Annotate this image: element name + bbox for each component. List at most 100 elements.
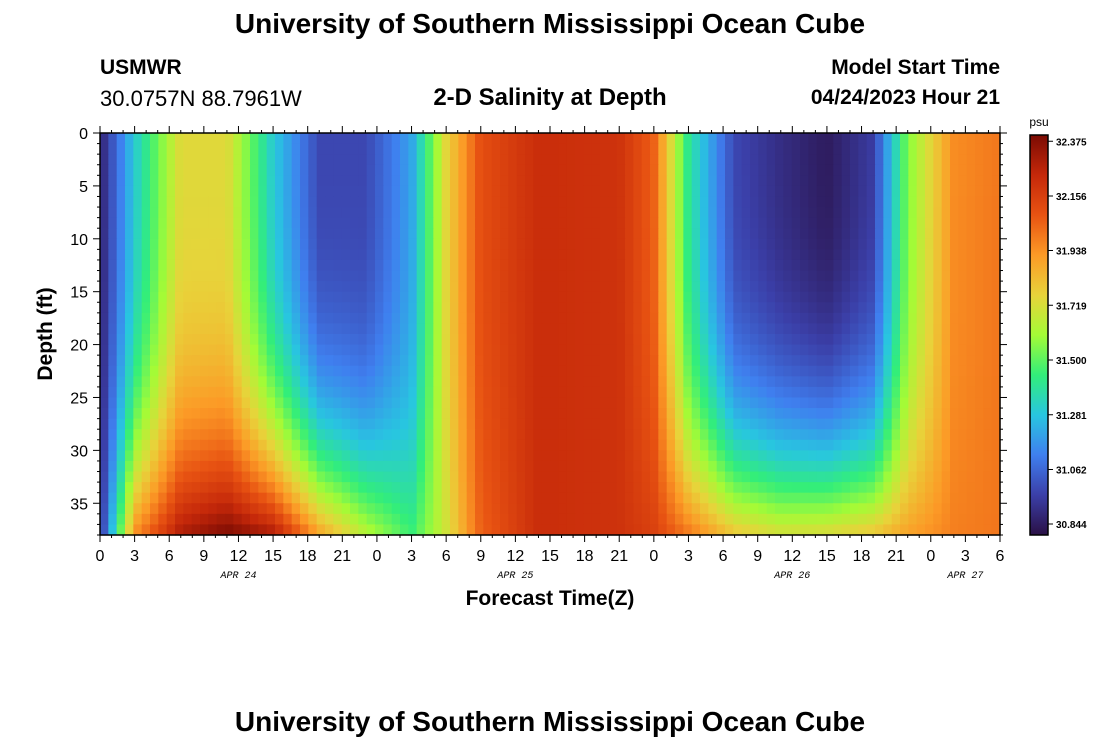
heatmap-cell — [241, 175, 251, 187]
heatmap-cell — [416, 450, 426, 462]
heatmap-cell — [491, 386, 501, 399]
heatmap-cell — [908, 217, 918, 229]
heatmap-cell — [716, 323, 726, 335]
heatmap-cell — [325, 429, 334, 441]
heatmap-cell — [916, 334, 926, 346]
heatmap-cell — [775, 492, 784, 504]
heatmap-cell — [766, 492, 776, 504]
heatmap-cell — [975, 302, 984, 314]
heatmap-cell — [250, 143, 259, 155]
heatmap-cell — [116, 344, 126, 356]
heatmap-cell — [550, 450, 559, 462]
heatmap-cell — [741, 397, 751, 409]
heatmap-cell — [366, 302, 376, 314]
heatmap-cell — [550, 164, 559, 176]
heatmap-cell — [400, 185, 409, 198]
heatmap-cell — [858, 217, 868, 229]
heatmap-cell — [825, 460, 834, 473]
heatmap-cell — [675, 439, 684, 451]
heatmap-cell — [591, 164, 601, 176]
heatmap-cell — [816, 471, 826, 483]
heatmap-cell — [550, 249, 559, 261]
heatmap-cell — [450, 397, 459, 409]
heatmap-cell — [591, 450, 601, 462]
heatmap-cell — [925, 291, 934, 303]
heatmap-cell — [558, 492, 568, 504]
heatmap-cell — [525, 207, 534, 219]
heatmap-cell — [600, 259, 609, 272]
heatmap-cell — [200, 281, 209, 293]
heatmap-cell — [708, 249, 718, 261]
heatmap-cell — [183, 217, 193, 229]
heatmap-cell — [375, 228, 384, 240]
heatmap-cell — [133, 323, 143, 335]
heatmap-cell — [125, 175, 134, 187]
heatmap-cell — [641, 185, 651, 198]
heatmap-cell — [450, 460, 459, 473]
heatmap-cell — [191, 281, 201, 293]
heatmap-cell — [925, 386, 934, 399]
heatmap-cell — [925, 376, 934, 388]
heatmap-cell — [208, 471, 218, 483]
heatmap-cell — [716, 207, 726, 219]
heatmap-cell — [991, 460, 1001, 473]
heatmap-cell — [725, 143, 734, 155]
heatmap-cell — [816, 344, 826, 356]
heatmap-cell — [675, 429, 684, 441]
heatmap-cell — [666, 439, 676, 451]
heatmap-cell — [116, 376, 126, 388]
heatmap-cell — [483, 334, 493, 346]
heatmap-cell — [975, 154, 984, 166]
heatmap-cell — [966, 334, 976, 346]
heatmap-cell — [416, 217, 426, 229]
heatmap-cell — [766, 291, 776, 303]
heatmap-cell — [908, 175, 918, 187]
heatmap-cell — [341, 418, 351, 430]
heatmap-cell — [333, 207, 343, 219]
heatmap-cell — [491, 270, 501, 282]
heatmap-cell — [308, 312, 318, 325]
heatmap-cell — [400, 418, 409, 430]
heatmap-cell — [116, 164, 126, 176]
heatmap-cell — [775, 513, 784, 526]
heatmap-cell — [491, 323, 501, 335]
heatmap-cell — [725, 450, 734, 462]
heatmap-cell — [483, 397, 493, 409]
heatmap-cell — [575, 143, 584, 155]
heatmap-cell — [425, 175, 434, 187]
heatmap-cell — [675, 513, 684, 526]
heatmap-cell — [958, 217, 968, 229]
heatmap-cell — [266, 154, 276, 166]
heatmap-cell — [525, 429, 534, 441]
heatmap-cell — [591, 386, 601, 399]
heatmap-cell — [133, 196, 143, 208]
heatmap-cell — [191, 482, 201, 494]
heatmap-cell — [225, 207, 234, 219]
heatmap-cell — [483, 291, 493, 303]
heatmap-cell — [908, 334, 918, 346]
heatmap-cell — [125, 386, 134, 399]
heatmap-cell — [733, 196, 743, 208]
heatmap-cell — [241, 185, 251, 198]
heatmap-cell — [408, 460, 418, 473]
x-tick-label: 6 — [442, 548, 451, 565]
heatmap-cell — [758, 154, 768, 166]
heatmap-cell — [433, 524, 443, 536]
heatmap-cell — [116, 217, 126, 229]
heatmap-cell — [100, 482, 109, 494]
heatmap-cell — [933, 302, 943, 314]
heatmap-cell — [725, 228, 734, 240]
heatmap-cell — [525, 524, 534, 536]
heatmap-cell — [558, 439, 568, 451]
heatmap-cell — [450, 133, 459, 145]
heatmap-cell — [458, 524, 468, 536]
heatmap-cell — [733, 513, 743, 526]
heatmap-cell — [375, 482, 384, 494]
heatmap-cell — [133, 365, 143, 377]
heatmap-cell — [391, 513, 401, 526]
heatmap-cell — [650, 270, 659, 282]
heatmap-cell — [116, 397, 126, 409]
heatmap-cell — [641, 408, 651, 420]
heatmap-cell — [208, 386, 218, 399]
heatmap-cell — [983, 238, 993, 250]
